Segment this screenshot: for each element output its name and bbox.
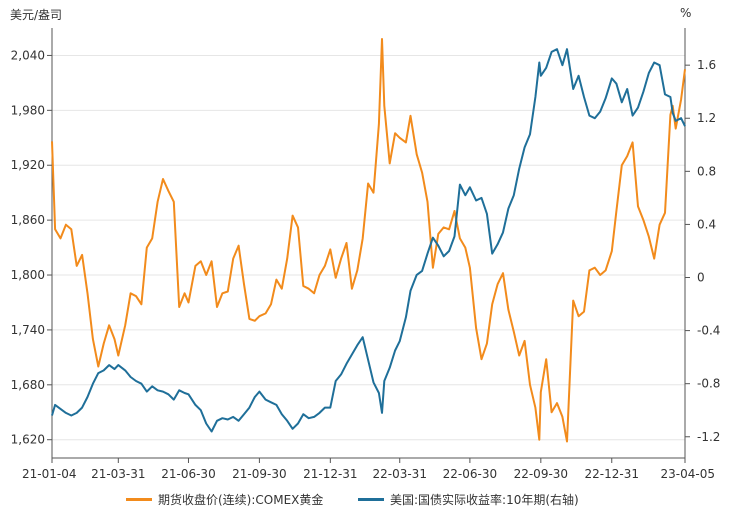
x-tick-label: 21-03-31 <box>91 467 145 481</box>
right-tick-label: -1.2 <box>697 430 720 444</box>
right-tick-label: 1.2 <box>697 111 716 125</box>
x-tick-label: 22-06-30 <box>443 467 497 481</box>
left-tick-label: 1,860 <box>11 213 45 227</box>
right-tick-label: 1.6 <box>697 58 716 72</box>
series-line-gold <box>51 38 686 443</box>
left-tick-label: 1,920 <box>11 158 45 172</box>
left-tick-label: 1,620 <box>11 433 45 447</box>
x-tick-label: 22-12-31 <box>585 467 639 481</box>
right-tick-label: 0 <box>697 271 705 285</box>
legend-label-real-yield: 美国:国债实际收益率:10年期(右轴) <box>390 493 579 507</box>
left-axis-ticks: 1,620 1,680 1,740 1,800 1,860 1,920 1,980 2,040 <box>11 48 52 447</box>
legend-swatch-real-yield <box>358 498 384 501</box>
x-tick-label: 22-03-31 <box>372 467 426 481</box>
legend-label-gold: 期货收盘价(连续):COMEX黄金 <box>158 493 324 507</box>
right-tick-label: 0.8 <box>697 164 716 178</box>
right-tick-label: 0.4 <box>697 217 716 231</box>
x-tick-label: 23-04-05 <box>661 467 715 481</box>
left-tick-label: 1,980 <box>11 103 45 117</box>
legend-swatch-gold <box>126 498 152 501</box>
x-axis-ticks: 21-01-04 21-03-31 21-06-30 21-09-30 21-12-31… <box>22 458 715 481</box>
right-axis-ticks: -1.2 -0.8 -0.4 0 0.4 0.8 1.2 1.6 <box>685 58 720 444</box>
left-tick-label: 1,740 <box>11 323 45 337</box>
left-axis-unit: 美元/盎司 <box>10 8 63 22</box>
gridlines <box>52 54 685 441</box>
left-tick-label: 1,800 <box>11 268 45 282</box>
x-tick-label: 22-09-30 <box>514 467 568 481</box>
right-axis-unit: % <box>680 6 692 20</box>
right-tick-label: -0.8 <box>697 377 720 391</box>
legend-item-gold: 期货收盘价(连续):COMEX黄金 <box>126 491 323 508</box>
x-tick-label: 21-01-04 <box>22 467 76 481</box>
left-tick-label: 1,680 <box>11 378 45 392</box>
x-tick-label: 21-12-31 <box>303 467 357 481</box>
series-lines <box>51 38 686 443</box>
right-tick-label: -0.4 <box>697 324 720 338</box>
x-tick-label: 21-06-30 <box>161 467 215 481</box>
left-tick-label: 2,040 <box>11 48 45 62</box>
x-tick-label: 21-09-30 <box>232 467 286 481</box>
legend-item-real-yield: 美国:国债实际收益率:10年期(右轴) <box>358 491 579 508</box>
series-line-real-yield <box>51 48 686 433</box>
